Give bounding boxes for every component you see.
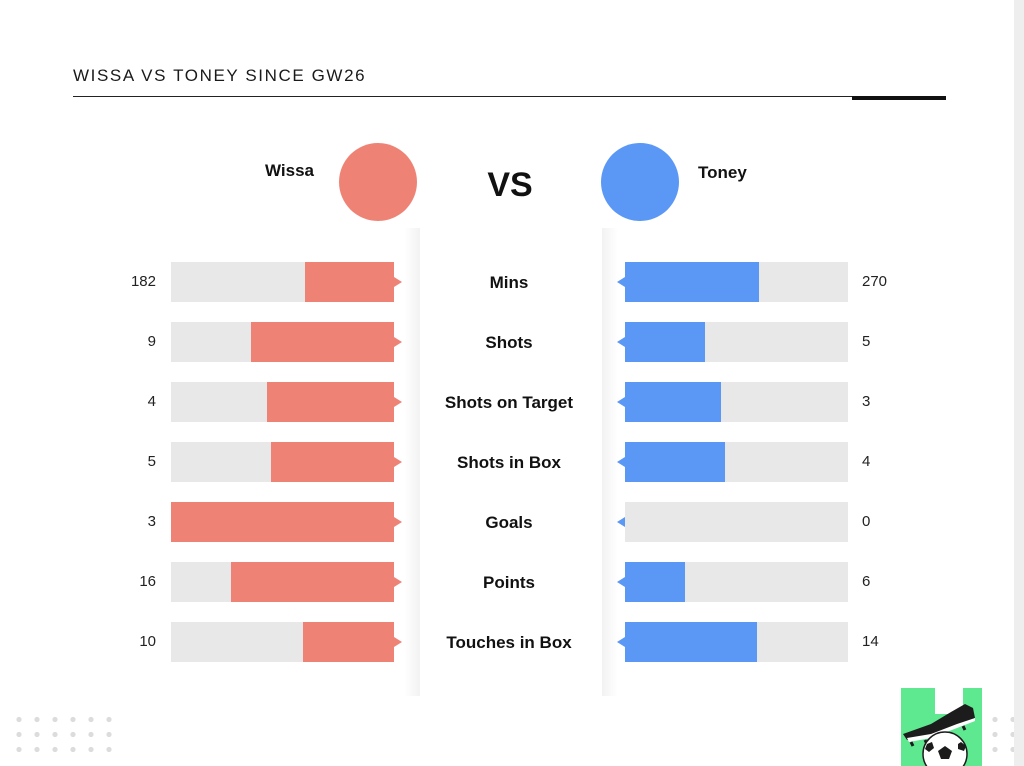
category-label: Touches in Box [446,633,572,652]
right-value-label: 6 [862,573,871,590]
left-value-label: 5 [147,453,156,470]
divider-shadow-left [404,228,420,696]
left-player-avatar [339,143,417,221]
left-arrow-icon [394,637,402,647]
left-arrow-icon [394,457,402,467]
category-label: Goals [485,513,533,532]
left-value-label: 16 [139,573,156,590]
right-bar [625,382,721,422]
stat-row: 3 Goals 0 [0,502,1024,542]
right-arrow-icon [617,397,625,407]
category-label: Shots in Box [457,453,561,472]
left-value-label: 9 [147,333,156,350]
category-label: Shots [485,333,533,352]
left-bar [231,562,394,602]
right-arrow-icon [617,277,625,287]
left-arrow-icon [394,277,402,287]
divider-shadow-right [602,228,618,696]
stat-row: 9 Shots 5 [0,322,1024,362]
right-value-label: 5 [862,333,871,350]
left-value-label: 10 [139,633,156,650]
left-bar-track [171,502,394,542]
left-arrow-icon [394,517,402,527]
right-value-label: 4 [862,453,871,470]
page-edge [1014,0,1024,766]
left-arrow-icon [394,577,402,587]
right-bar-track [625,382,848,422]
right-bar-track [625,322,848,362]
left-bar [303,622,394,662]
left-bar [171,502,394,542]
decorative-dots-right [986,712,1014,757]
right-arrow-icon [617,577,625,587]
right-player-name: Toney [698,163,747,182]
left-bar-track [171,442,394,482]
left-bar [251,322,394,362]
title-rule-accent [852,96,946,100]
right-bar-track [625,442,848,482]
left-arrow-icon [394,397,402,407]
right-bar-track [625,622,848,662]
left-bar-track [171,562,394,602]
right-arrow-icon [617,457,625,467]
category-label: Points [483,573,535,592]
left-bar-track [171,622,394,662]
right-bar [625,622,757,662]
chart-title: WISSA VS TONEY SINCE GW26 [73,66,367,85]
decorative-dots-left [10,712,120,757]
category-label: Shots on Target [444,393,574,412]
left-value-label: 182 [130,273,156,290]
right-bar-track [625,502,848,542]
right-value-label: 270 [862,273,888,290]
stat-row: 10 Touches in Box 14 [0,622,1024,662]
right-arrow-icon [617,517,625,527]
left-value-label: 3 [147,513,156,530]
title-rule [73,96,946,97]
right-bar [625,442,725,482]
left-bar [267,382,394,422]
left-bar [305,262,394,302]
right-bar-track [625,562,848,602]
stat-row: 16 Points 6 [0,562,1024,602]
left-bar-track [171,262,394,302]
right-bar [625,262,759,302]
right-arrow-icon [617,637,625,647]
left-bar-track [171,322,394,362]
category-label: Mins [489,273,529,292]
stat-row: 5 Shots in Box 4 [0,442,1024,482]
left-arrow-icon [394,337,402,347]
right-bar [625,562,685,602]
left-value-label: 4 [147,393,156,410]
right-value-label: 3 [862,393,871,410]
stat-row: 4 Shots on Target 3 [0,382,1024,422]
right-value-label: 14 [862,633,879,650]
left-bar-track [171,382,394,422]
left-bar [271,442,394,482]
right-bar-track [625,262,848,302]
right-value-label: 0 [862,513,871,530]
right-arrow-icon [617,337,625,347]
football-illustration [901,688,982,766]
right-player-avatar [601,143,679,221]
stat-row: 182 Mins 270 [0,262,1024,302]
left-player-name: Wissa [265,161,314,180]
vs-label: VS [487,166,533,204]
soccer-ball-icon [922,731,968,766]
right-bar [625,322,705,362]
